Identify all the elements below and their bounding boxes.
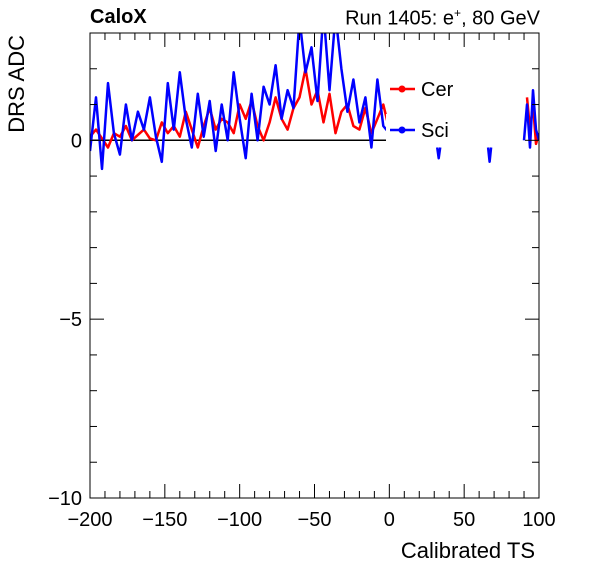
x-tick-label: 0 (384, 509, 395, 531)
x-tick-label: 100 (522, 509, 555, 531)
legend-label: Cer (421, 79, 454, 101)
experiment-label: CaloX (90, 6, 147, 28)
y-tick-label: −10 (48, 488, 82, 510)
run-suffix: , 80 GeV (461, 7, 540, 30)
series-line-sci-1 (90, 33, 391, 171)
x-axis-title: Calibrated TS (401, 538, 535, 563)
x-tick-label: −150 (142, 509, 187, 531)
run-prefix: Run 1405: e (345, 7, 455, 30)
series-line-sci-5 (486, 147, 493, 164)
run-charge: + (454, 6, 462, 20)
x-tick-label: −200 (67, 509, 112, 531)
x-tick-label: 50 (453, 509, 475, 531)
series-group (90, 33, 539, 171)
y-tick-label: −5 (59, 309, 82, 331)
series-line-sci-4 (435, 147, 442, 160)
plot-frame (89, 32, 540, 499)
x-tick-label: −50 (298, 509, 332, 531)
legend-label: Sci (421, 120, 449, 142)
legend-marker (398, 85, 406, 93)
series-line-sci-3 (522, 88, 539, 149)
y-axis-title: DRS ADC (4, 35, 29, 133)
y-tick-label: 0 (71, 130, 82, 152)
legend-entry-cer: Cer (386, 73, 466, 105)
legend-entry-sci: Sci (386, 114, 466, 146)
legend-marker (398, 126, 406, 134)
run-info: Run 1405: e+, 80 GeV (345, 6, 540, 31)
x-tick-label: −100 (217, 509, 262, 531)
series-line-cer-0 (90, 67, 391, 149)
